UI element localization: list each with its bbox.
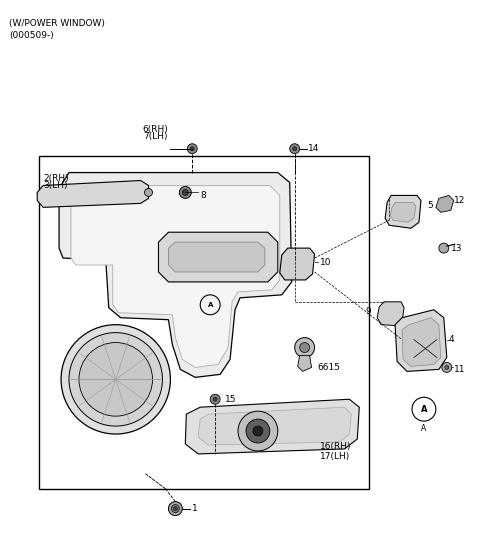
Polygon shape bbox=[436, 195, 454, 212]
Circle shape bbox=[439, 243, 449, 253]
Polygon shape bbox=[390, 202, 416, 222]
Text: 4: 4 bbox=[449, 335, 455, 344]
Circle shape bbox=[190, 147, 194, 151]
Text: 14: 14 bbox=[308, 144, 319, 153]
Polygon shape bbox=[71, 185, 280, 367]
Polygon shape bbox=[158, 232, 278, 282]
Polygon shape bbox=[59, 172, 292, 378]
Text: A: A bbox=[207, 302, 213, 308]
Text: 3(LH): 3(LH) bbox=[43, 182, 68, 191]
Text: 2(RH): 2(RH) bbox=[43, 175, 69, 184]
Polygon shape bbox=[377, 302, 404, 325]
Polygon shape bbox=[280, 248, 314, 280]
Circle shape bbox=[180, 186, 192, 198]
Circle shape bbox=[295, 338, 314, 358]
Circle shape bbox=[442, 362, 452, 372]
Circle shape bbox=[253, 426, 263, 436]
Circle shape bbox=[61, 325, 170, 434]
Text: 9: 9 bbox=[365, 307, 371, 316]
Text: (W/POWER WINDOW): (W/POWER WINDOW) bbox=[9, 19, 105, 28]
Polygon shape bbox=[395, 310, 447, 372]
Circle shape bbox=[246, 419, 270, 443]
Polygon shape bbox=[185, 399, 360, 454]
Text: 7(LH): 7(LH) bbox=[143, 132, 168, 141]
Text: 10: 10 bbox=[320, 258, 331, 266]
Polygon shape bbox=[37, 180, 148, 207]
Text: (000509-): (000509-) bbox=[9, 31, 54, 40]
Circle shape bbox=[69, 332, 162, 426]
Circle shape bbox=[290, 144, 300, 154]
Text: 13: 13 bbox=[451, 244, 462, 252]
Text: 15: 15 bbox=[225, 395, 237, 404]
Text: 1: 1 bbox=[192, 504, 198, 513]
Polygon shape bbox=[198, 407, 351, 445]
Circle shape bbox=[293, 147, 297, 151]
Circle shape bbox=[213, 397, 217, 401]
Text: 5: 5 bbox=[427, 201, 432, 210]
Text: A: A bbox=[420, 405, 427, 413]
Polygon shape bbox=[298, 355, 312, 372]
Circle shape bbox=[300, 343, 310, 352]
Circle shape bbox=[182, 190, 188, 195]
Circle shape bbox=[173, 506, 178, 511]
Text: 17(LH): 17(LH) bbox=[320, 452, 350, 461]
Circle shape bbox=[445, 366, 449, 369]
Circle shape bbox=[238, 411, 278, 451]
Circle shape bbox=[79, 343, 153, 416]
Circle shape bbox=[144, 188, 153, 197]
Circle shape bbox=[210, 394, 220, 404]
Bar bbox=[39, 156, 369, 489]
Text: A: A bbox=[421, 424, 427, 433]
Text: 12: 12 bbox=[454, 196, 465, 205]
Circle shape bbox=[168, 502, 182, 516]
Text: 8: 8 bbox=[200, 191, 206, 200]
Polygon shape bbox=[402, 318, 441, 366]
Circle shape bbox=[187, 144, 197, 154]
Text: 6(RH): 6(RH) bbox=[143, 125, 168, 134]
Text: 16(RH): 16(RH) bbox=[320, 442, 351, 452]
Circle shape bbox=[171, 505, 180, 513]
Polygon shape bbox=[168, 242, 265, 272]
Polygon shape bbox=[385, 195, 421, 228]
Text: 6615: 6615 bbox=[318, 363, 340, 372]
Text: 11: 11 bbox=[454, 365, 465, 374]
